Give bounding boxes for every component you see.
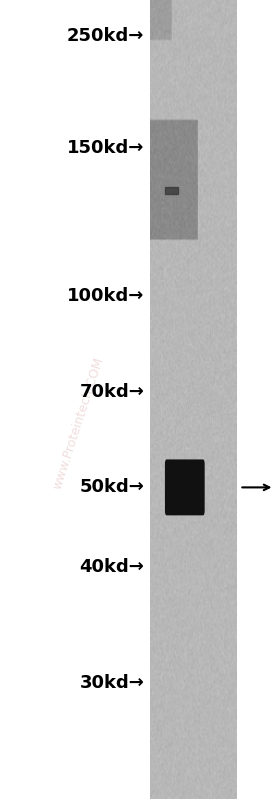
Text: 40kd→: 40kd→ [79,559,144,576]
Text: 100kd→: 100kd→ [67,287,144,304]
Text: 70kd→: 70kd→ [79,383,144,400]
Text: 150kd→: 150kd→ [67,139,144,157]
FancyBboxPatch shape [165,459,205,515]
Text: 50kd→: 50kd→ [79,479,144,496]
Text: www.Proteintech.COM: www.Proteintech.COM [51,356,106,491]
Text: 30kd→: 30kd→ [79,674,144,692]
Bar [165,186,178,193]
Text: 250kd→: 250kd→ [67,27,144,45]
